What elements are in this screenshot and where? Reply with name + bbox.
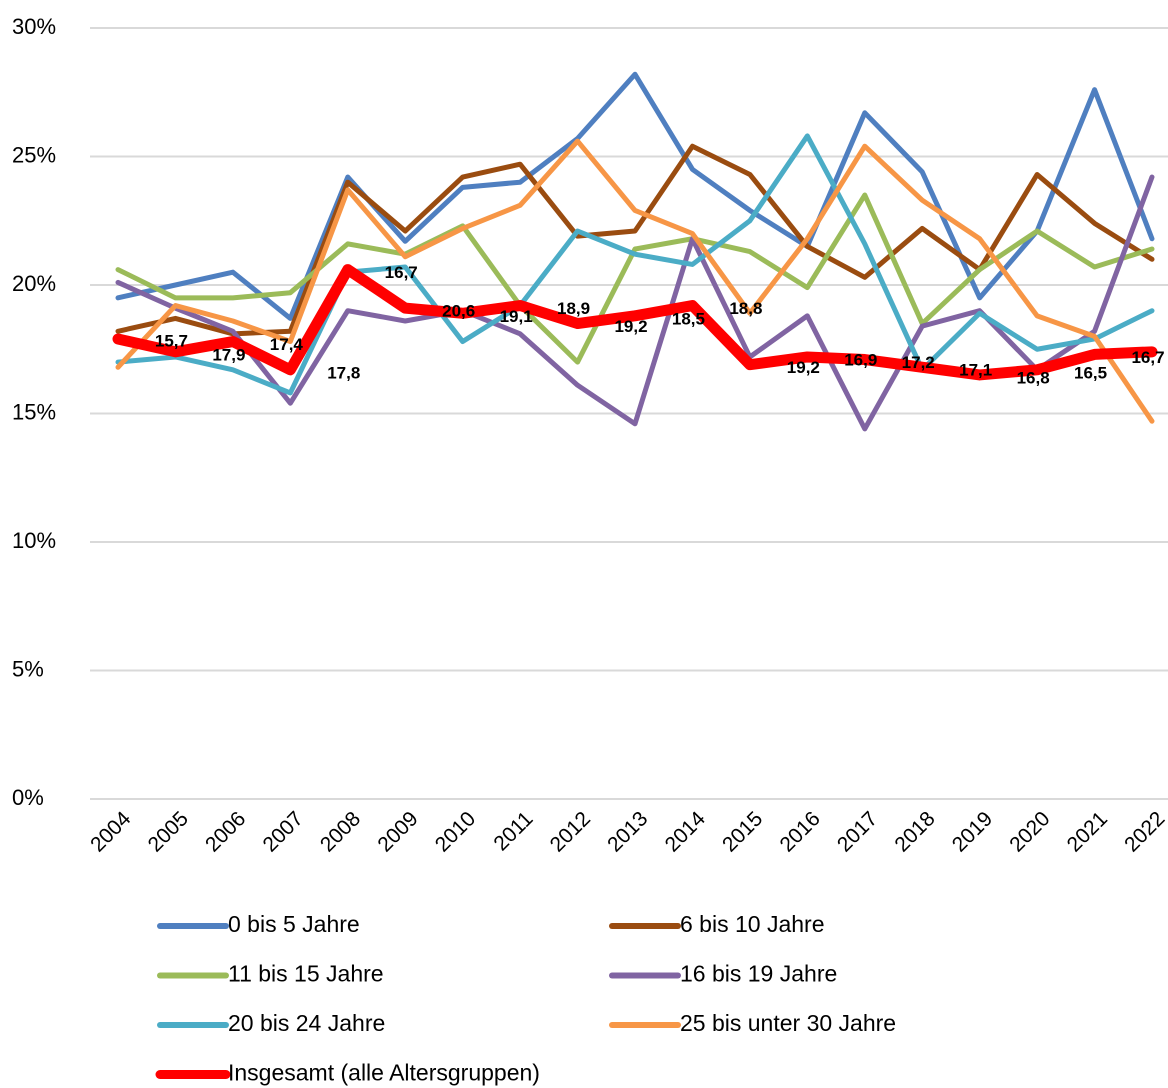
data-label: 17,2 [902,353,935,372]
data-label: 16,9 [844,350,877,369]
data-label: 20,6 [442,302,475,321]
x-tick-label: 2022 [1120,807,1168,856]
data-label: 16,8 [1017,368,1050,387]
y-tick-label: 20% [12,271,56,296]
data-label: 19,2 [614,317,647,336]
series-line [115,138,1155,424]
x-tick-label: 2021 [1063,807,1112,856]
series-line [112,264,1158,381]
x-tick-label: 2004 [86,807,136,857]
data-label: 19,2 [787,358,820,377]
data-label: 16,7 [1131,348,1164,367]
y-tick-label: 15% [12,399,56,424]
data-label: 17,8 [327,363,360,382]
x-tick-label: 2006 [201,807,250,856]
series-line [115,174,1155,432]
data-label: 18,8 [729,299,762,318]
series-line [115,71,1155,321]
data-label: 16,7 [385,263,418,282]
series-line [115,133,1155,396]
data-label: 17,4 [270,335,304,354]
x-tick-label: 2019 [948,807,997,856]
x-tick-label: 2013 [603,807,652,856]
x-tick-label: 2008 [316,807,365,856]
data-label: 17,1 [959,361,992,380]
data-label: 18,5 [672,309,705,328]
legend-label: 16 bis 19 Jahre [680,961,837,987]
data-label: 16,5 [1074,363,1107,382]
y-tick-label: 30% [12,14,56,39]
y-tick-label: 5% [12,656,44,681]
annotation: 15,7 [155,331,188,350]
x-tick-label: 2020 [1005,807,1054,856]
y-tick-label: 25% [12,142,56,167]
data-label: 19,1 [500,307,533,326]
legend-label: 11 bis 15 Jahre [228,961,384,987]
y-tick-label: 0% [12,785,44,810]
legend-label: 25 bis unter 30 Jahre [680,1010,896,1036]
x-tick-label: 2015 [718,807,767,856]
data-label: 18,9 [557,299,590,318]
x-tick-label: 2007 [258,807,307,856]
x-tick-label: 2014 [661,807,711,857]
legend-label: 6 bis 10 Jahre [680,911,824,937]
x-tick-label: 2018 [890,807,939,856]
x-tick-label: 2016 [775,807,824,856]
y-tick-label: 10% [12,528,56,553]
legend-label: Insgesamt (alle Altersgruppen) [228,1060,540,1086]
series-line [115,192,1155,365]
x-tick-label: 2009 [373,807,422,856]
x-tick-label: 2011 [489,807,537,855]
data-label: 17,9 [212,345,245,364]
x-tick-label: 2005 [144,807,193,856]
x-tick-label: 2010 [431,807,480,856]
legend-label: 20 bis 24 Jahre [228,1010,385,1036]
legend-label: 0 bis 5 Jahre [228,911,360,937]
x-tick-label: 2017 [833,807,882,856]
x-tick-label: 2012 [546,807,595,856]
